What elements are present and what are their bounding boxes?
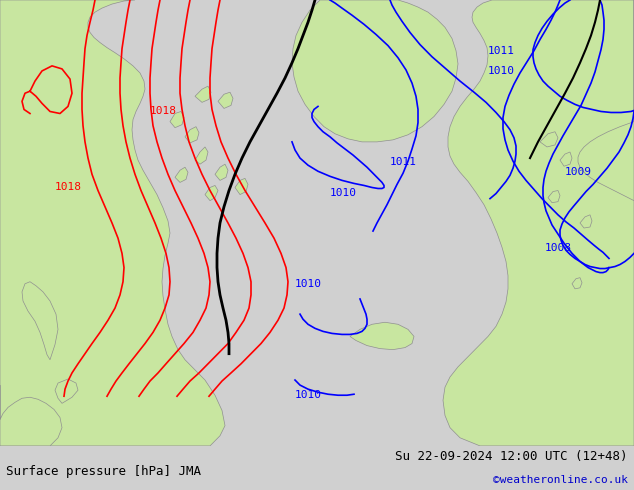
Polygon shape [0, 0, 225, 446]
Polygon shape [205, 185, 218, 201]
Polygon shape [292, 0, 458, 142]
Text: Su 22-09-2024 12:00 UTC (12+48): Su 22-09-2024 12:00 UTC (12+48) [395, 450, 628, 463]
Text: 1010: 1010 [295, 279, 322, 289]
Polygon shape [572, 278, 582, 289]
Polygon shape [218, 92, 233, 108]
Text: Surface pressure [hPa] JMA: Surface pressure [hPa] JMA [6, 465, 202, 478]
Text: 1010: 1010 [295, 390, 322, 400]
Text: 1018: 1018 [55, 182, 82, 193]
Polygon shape [540, 132, 558, 147]
Polygon shape [560, 152, 572, 166]
Polygon shape [548, 191, 560, 203]
Polygon shape [350, 322, 414, 350]
Text: 1010: 1010 [330, 188, 357, 197]
Text: ©weatheronline.co.uk: ©weatheronline.co.uk [493, 475, 628, 485]
Polygon shape [55, 379, 78, 403]
Polygon shape [170, 112, 184, 128]
Polygon shape [175, 167, 188, 182]
Text: 1010: 1010 [488, 66, 515, 76]
Polygon shape [195, 86, 211, 102]
Polygon shape [215, 164, 228, 180]
Text: 1018: 1018 [150, 106, 177, 117]
Polygon shape [185, 127, 199, 143]
Polygon shape [235, 178, 248, 195]
Polygon shape [195, 147, 208, 164]
Text: 1008: 1008 [545, 244, 572, 253]
Polygon shape [0, 385, 62, 446]
Polygon shape [443, 0, 634, 446]
Text: 1009: 1009 [565, 167, 592, 177]
Polygon shape [580, 215, 592, 228]
Polygon shape [22, 282, 58, 360]
Text: 1011: 1011 [390, 157, 417, 167]
Text: 1011: 1011 [488, 46, 515, 56]
Polygon shape [578, 0, 634, 201]
